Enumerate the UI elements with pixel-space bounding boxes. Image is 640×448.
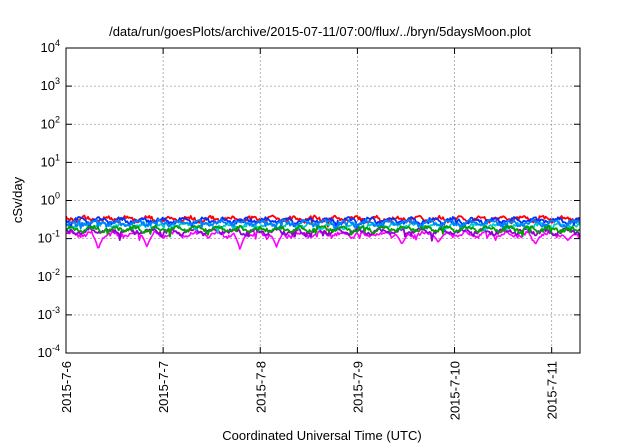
chart-title: /data/run/goesPlots/archive/2015-07-11/0… [109, 24, 531, 39]
x-tick-label: 2015-7-6 [59, 361, 74, 413]
y-tick-label: 10-3 [38, 305, 60, 322]
y-tick-label: 100 [41, 191, 60, 208]
x-axis-label: Coordinated Universal Time (UTC) [222, 428, 421, 443]
x-tick-label: 2015-7-11 [545, 361, 560, 419]
y-tick-label: 10-4 [38, 343, 60, 360]
y-tick-label: 10-2 [38, 267, 60, 284]
x-tick-label: 2015-7-7 [156, 361, 171, 413]
y-tick-label: 10-1 [38, 229, 60, 246]
grid-lines [66, 48, 580, 353]
series-line [65, 224, 581, 238]
x-axis-ticks: 2015-7-6 2015-7-7 2015-7-8 2015-7-9 2015-7-1… [59, 48, 560, 420]
y-tick-label: 103 [41, 76, 60, 93]
x-tick-label: 2015-7-9 [350, 361, 365, 413]
y-tick-label: 101 [41, 152, 60, 169]
y-axis-label: cSv/day [10, 176, 25, 223]
data-series [65, 214, 581, 250]
y-axis-ticks: 10-4 10-3 10-2 10-1 100 101 102 103 104 [38, 38, 580, 360]
y-tick-label: 102 [41, 114, 60, 131]
y-tick-label: 104 [41, 38, 60, 55]
x-tick-label: 2015-7-8 [253, 361, 268, 413]
x-tick-label: 2015-7-10 [448, 361, 463, 420]
series-line [65, 218, 581, 231]
